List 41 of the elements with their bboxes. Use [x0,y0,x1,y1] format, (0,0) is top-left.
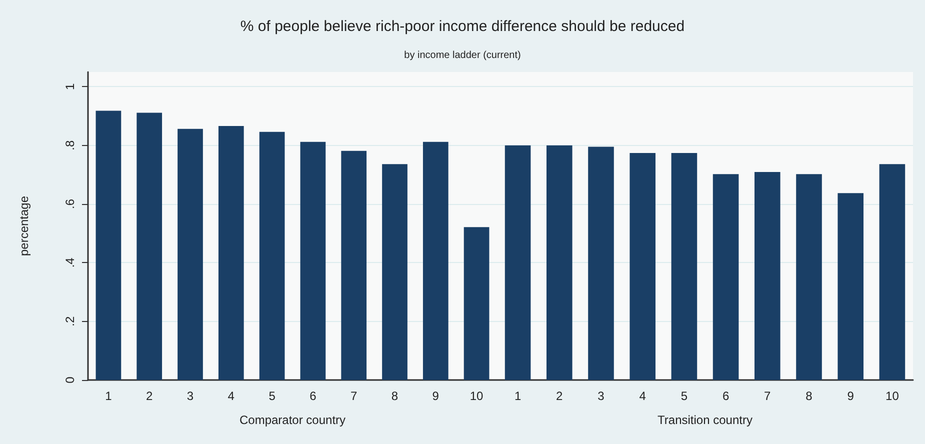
x-tick-label: 2 [556,389,564,403]
x-tick-label: 6 [722,389,730,403]
x-tick-label: 8 [806,389,813,403]
x-axis-title: Transition country [658,413,752,427]
x-tick-label: 3 [598,389,605,403]
bar [300,142,326,380]
y-tick-label: 1 [63,83,77,90]
chart-title: % of people believe rich-poor income difference should be reduced [239,18,686,35]
x-tick-label: 1 [514,389,522,403]
bar [178,128,203,380]
bar [422,142,448,380]
bar [136,112,162,380]
x-tick-label: 9 [847,389,854,403]
x-tick-label: 7 [350,389,358,403]
x-axis-title: Comparator country [239,413,346,427]
y-tick-label: .4 [63,257,77,268]
x-tick-label: 3 [186,389,194,403]
x-tick-label: 4 [639,389,646,403]
x-tick-label: 5 [268,389,276,403]
x-tick-label: 9 [432,389,440,403]
y-tick-label: .6 [63,198,77,210]
x-tick-label: 10 [886,389,900,403]
x-tick-label: 1 [105,389,112,403]
y-tick-label: .8 [63,140,77,150]
x-tick-label: 10 [470,389,484,403]
x-tick-label: 4 [228,389,235,403]
chart-subtitle: by income ladder (current) [403,50,522,61]
bar [382,164,408,380]
x-tick-label: 7 [764,389,772,403]
y-tick-label: .2 [63,316,77,326]
bar [341,150,367,380]
x-tick-label: 2 [146,389,154,403]
x-tick-label: 5 [680,389,688,403]
bar [96,110,122,380]
bar [218,126,244,380]
bar [259,132,285,380]
x-tick-label: 6 [310,389,317,403]
x-tick-label: 8 [391,389,398,403]
bar [464,227,490,380]
y-tick-label: 0 [63,376,77,384]
y-axis-title: percentage [17,196,31,256]
